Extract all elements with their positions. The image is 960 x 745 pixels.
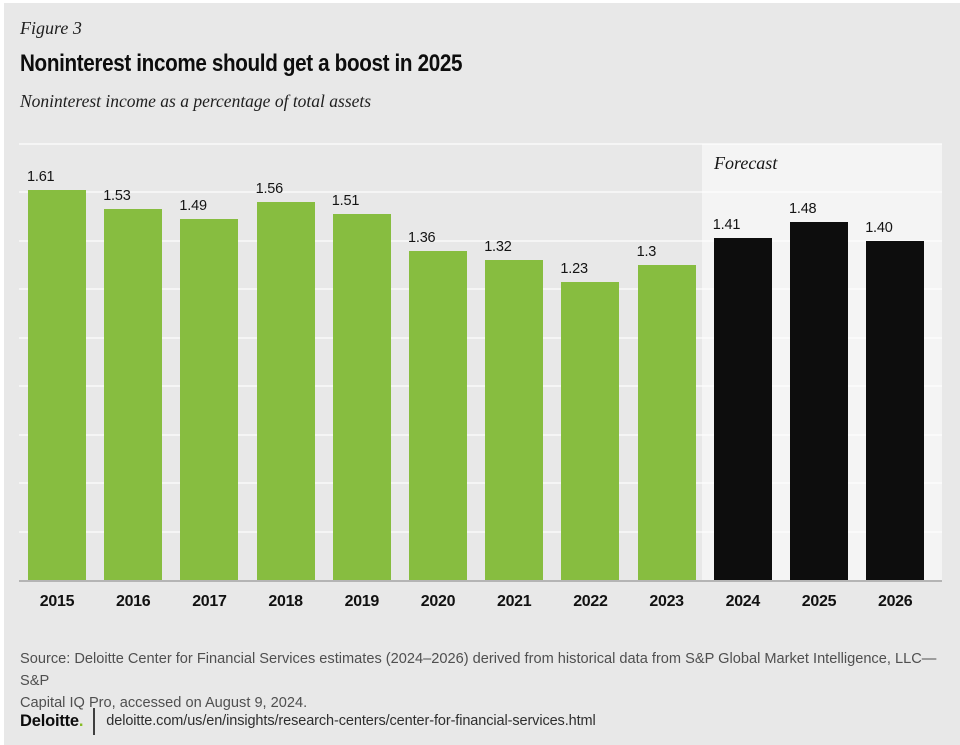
- bar-value-label: 1.36: [408, 230, 436, 246]
- x-axis-label-2026: 2026: [877, 593, 913, 610]
- bar-2026: [866, 241, 925, 580]
- source-line-1: Source: Deloitte Center for Financial Se…: [20, 651, 937, 689]
- bar-value-label: 1.49: [179, 198, 207, 214]
- deloitte-logo-dot: .: [78, 711, 84, 730]
- source-line-2: Capital IQ Pro, accessed on August 9, 20…: [20, 695, 308, 711]
- x-axis-label-2024: 2024: [725, 593, 761, 610]
- bar-value-label: 1.32: [484, 239, 512, 255]
- bar-2018: [256, 202, 315, 580]
- gridline: [19, 482, 942, 485]
- gridline: [19, 530, 942, 533]
- chart-subtitle: Noninterest income as a percentage of to…: [20, 91, 372, 111]
- figure-page: Figure 3 Noninterest income should get a…: [4, 3, 960, 745]
- figure-label: Figure 3: [20, 18, 82, 38]
- x-axis-label-2015: 2015: [39, 593, 75, 610]
- bar-value-label: 1.56: [255, 181, 284, 197]
- bar-2025: [790, 222, 848, 580]
- bar-value-label: 1.53: [103, 188, 131, 204]
- bar-value-label: 1.61: [27, 169, 55, 185]
- gridline: [19, 239, 942, 242]
- deloitte-logo-text: Deloitte: [20, 711, 79, 730]
- x-axis-label-2020: 2020: [420, 593, 456, 610]
- bar-2020: [409, 251, 467, 580]
- bar-2019: [332, 214, 391, 580]
- gridline: [19, 143, 942, 145]
- footer-divider: [93, 707, 96, 735]
- forecast-label: Forecast: [714, 153, 778, 173]
- gridline: [19, 191, 942, 194]
- bar-2016: [104, 209, 163, 580]
- bar-value-label: 1.23: [560, 261, 588, 277]
- gridline: [19, 433, 942, 436]
- gridline: [19, 385, 942, 388]
- bar-2024: [713, 238, 772, 580]
- bar-2021: [485, 260, 544, 580]
- x-axis-line: [19, 580, 942, 582]
- footer-url: deloitte.com/us/en/insights/research-cen…: [106, 713, 596, 729]
- bar-value-label: 1.51: [331, 193, 360, 209]
- bar-2015: [28, 190, 86, 580]
- bar-2022: [561, 282, 620, 580]
- x-axis-label-2017: 2017: [192, 593, 227, 610]
- x-axis-label-2025: 2025: [801, 593, 837, 610]
- deloitte-logo: Deloitte.: [20, 711, 84, 731]
- bar-value-label: 1.48: [789, 201, 817, 217]
- bar-chart: Forecast 1.61 2015 1.53 2016 1.49 2017 1.56 201…: [19, 143, 942, 610]
- bar-value-label: 1.41: [712, 217, 741, 233]
- x-axis-label-2016: 2016: [115, 593, 151, 610]
- x-axis-label-2023: 2023: [649, 593, 684, 610]
- x-axis-label-2018: 2018: [268, 593, 303, 610]
- x-axis-label-2022: 2022: [573, 593, 608, 610]
- source-text: Source: Deloitte Center for Financial Se…: [20, 648, 960, 714]
- bar-2023: [637, 265, 696, 580]
- chart-title: Noninterest income should get a boost in…: [20, 50, 463, 77]
- x-axis-label-2021: 2021: [496, 593, 532, 610]
- bar-2017: [180, 219, 239, 580]
- x-axis-label-2019: 2019: [344, 593, 380, 610]
- bar-value-label: 1.3: [636, 244, 657, 260]
- gridline: [19, 288, 942, 291]
- footer: Deloitte. deloitte.com/us/en/insights/re…: [20, 706, 596, 736]
- gridline: [19, 336, 942, 339]
- bar-value-label: 1.40: [865, 220, 893, 236]
